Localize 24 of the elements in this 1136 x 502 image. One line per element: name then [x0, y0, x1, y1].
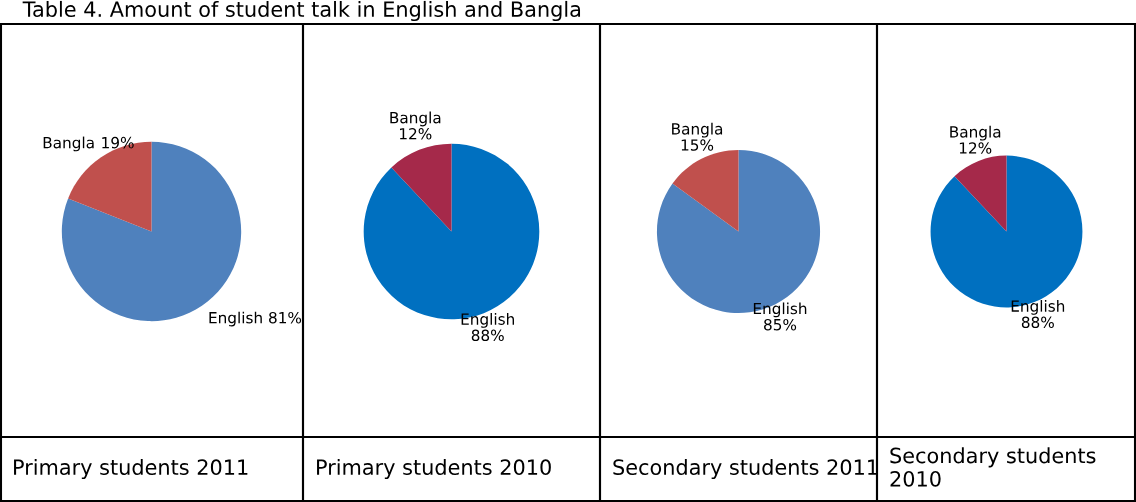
text: Primary students 2011	[14, 458, 248, 480]
text: Secondary students 2010	[890, 447, 1096, 487]
slice-label: Bangla	[43, 136, 94, 152]
data-label: 88%	[1021, 316, 1054, 329]
text: Primary students 2010	[317, 458, 551, 480]
pie-slice	[391, 143, 452, 232]
slice-label: English	[461, 313, 514, 328]
slice-label: English	[209, 311, 262, 327]
chart-title: Table 4. Amount of student talk in English and Bangla	[22, 0, 581, 22]
data-label: 12%	[959, 142, 992, 154]
slice-label: English	[1011, 300, 1065, 315]
data-label: 81%	[269, 311, 302, 324]
data-label: 88%	[471, 329, 504, 342]
slice-label: English	[753, 302, 807, 318]
pie-slice	[954, 155, 1007, 232]
data-label: 19%	[102, 136, 134, 149]
data-label: 85%	[764, 318, 797, 331]
data-label: 12%	[399, 128, 432, 140]
text: Secondary students 2011	[613, 458, 878, 480]
data-label: 15%	[681, 139, 714, 151]
slice-label: Bangla	[672, 122, 723, 138]
slice-label: Bangla	[950, 125, 1001, 141]
pie-slice	[672, 149, 739, 232]
slice-label: Bangla	[390, 111, 441, 127]
